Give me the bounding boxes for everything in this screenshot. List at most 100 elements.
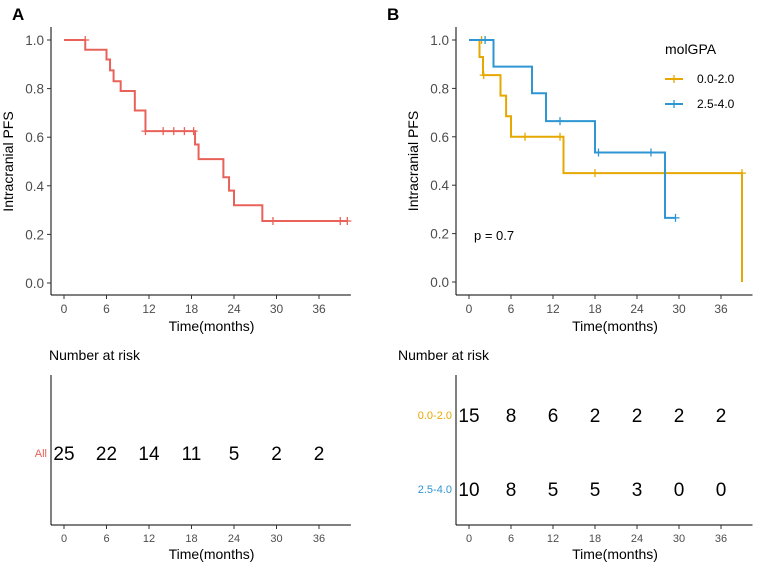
censor-mark	[159, 127, 168, 136]
risk-count: 2	[314, 444, 325, 465]
censor-mark	[481, 36, 490, 44]
x-axis-title: Time(months)	[169, 318, 255, 334]
risk-table-a: Number at risk 0 6 12 18 24 30 36 Time(months) Al…	[35, 347, 351, 562]
x-tick-label: 18	[185, 302, 199, 316]
risk-x-tick-label: 30	[673, 533, 685, 545]
risk-x-tick-label: 30	[270, 533, 282, 545]
censor-mark	[268, 217, 277, 226]
risk-row-label: 0.0-2.0	[418, 410, 452, 422]
x-tick-label: 0	[466, 302, 473, 316]
y-tick-label: 0.4	[430, 178, 449, 193]
survival-curve-2.5-4.0	[469, 39, 676, 219]
risk-count: 0	[716, 480, 727, 501]
risk-count: 0	[674, 480, 685, 501]
risk-count: 5	[548, 480, 559, 501]
risk-x-tick-label: 0	[61, 533, 67, 545]
legend-entry-label: 2.5-4.0	[697, 97, 735, 111]
y-tick-label: 0.6	[25, 130, 44, 145]
y-tick-label: 0.2	[25, 227, 44, 242]
x-tick-label: 24	[630, 302, 644, 316]
risk-x-tick-label: 24	[228, 533, 240, 545]
risk-count: 5	[590, 480, 601, 501]
risk-x-tick-label: 12	[143, 533, 155, 545]
risk-count: 14	[138, 444, 160, 465]
risk-count: 2	[716, 406, 727, 427]
risk-count: 2	[271, 444, 282, 465]
censor-mark	[556, 132, 564, 141]
censor-mark	[591, 169, 599, 178]
censor-mark	[336, 217, 345, 226]
y-tick-label: 0.6	[430, 130, 449, 145]
y-tick-label: 0.0	[430, 275, 449, 290]
x-tick-label: 12	[142, 302, 156, 316]
x-tick-label: 6	[508, 302, 515, 316]
risk-count: 8	[506, 480, 517, 501]
censor-mark	[189, 127, 198, 136]
y-axis-title: Intracranial PFS	[405, 111, 421, 211]
censor-mark	[343, 217, 352, 226]
risk-count: 15	[458, 406, 479, 427]
risk-x-tick-label: 0	[466, 533, 472, 545]
y-tick-label: 0.8	[430, 81, 449, 96]
x-tick-label: 12	[546, 302, 560, 316]
risk-count: 2	[590, 406, 601, 427]
censor-mark	[81, 36, 90, 44]
risk-x-tick-label: 36	[715, 533, 727, 545]
risk-x-tick-label: 18	[589, 533, 601, 545]
y-tick-label: 0.0	[25, 276, 44, 291]
panel-label-b: B	[387, 5, 399, 24]
risk-row-label: 2.5-4.0	[418, 484, 452, 496]
x-tick-label: 30	[672, 302, 686, 316]
risk-x-tick-label: 12	[547, 533, 559, 545]
y-tick-label: 1.0	[25, 33, 44, 48]
p-value-annotation: p = 0.7	[474, 228, 514, 243]
y-tick-label: 0.4	[25, 179, 44, 194]
y-tick-label: 1.0	[430, 33, 449, 48]
censor-mark	[556, 117, 564, 126]
risk-count: 5	[229, 444, 240, 465]
legend-title: molGPA	[665, 41, 717, 57]
survival-curve-0.0-2.0	[469, 39, 743, 282]
survival-curve-All	[64, 39, 348, 223]
x-tick-label: 18	[588, 302, 602, 316]
x-tick-label: 0	[61, 302, 68, 316]
y-tick-label: 0.2	[430, 227, 449, 242]
censor-mark	[479, 71, 488, 80]
censor-mark	[738, 169, 746, 178]
y-axis-title: Intracranial PFS	[0, 111, 16, 211]
risk-count: 8	[506, 406, 517, 427]
risk-x-tick-label: 6	[508, 533, 514, 545]
censor-mark	[671, 213, 680, 222]
x-tick-label: 30	[270, 302, 284, 316]
x-axis-title: Time(months)	[572, 318, 658, 334]
x-tick-label: 24	[227, 302, 241, 316]
x-tick-label: 36	[714, 302, 728, 316]
x-tick-label: 36	[312, 302, 326, 316]
panel-label-a: A	[12, 5, 24, 24]
risk-count: 10	[458, 480, 479, 501]
risk-count: 6	[548, 406, 559, 427]
km-panel-b: B 0.0 0.2 0.4 0.6 0.8 1.0 0 6 12 18 24 30 36 Time(mont…	[387, 5, 753, 334]
legend-entry-label: 0.0-2.0	[697, 72, 735, 86]
risk-count: 2	[632, 406, 643, 427]
risk-x-axis-title: Time(months)	[572, 546, 658, 562]
risk-count: 3	[632, 480, 643, 501]
censor-mark	[521, 132, 529, 141]
risk-x-tick-label: 36	[313, 533, 325, 545]
risk-x-tick-label: 6	[103, 533, 109, 545]
y-tick-label: 0.8	[25, 82, 44, 97]
risk-count: 11	[182, 444, 202, 465]
km-panel-a: A 0.0 0.2 0.4 0.6 0.8 1.0 0 6 12 18 24 30 36 Time(mont…	[0, 5, 352, 334]
risk-table-title: Number at risk	[49, 347, 141, 363]
risk-count: 2	[674, 406, 685, 427]
censor-mark	[169, 127, 178, 136]
risk-table-title: Number at risk	[398, 347, 490, 363]
risk-x-tick-label: 18	[185, 533, 197, 545]
censor-mark	[141, 127, 150, 136]
risk-count: 25	[53, 444, 74, 465]
risk-x-axis-title: Time(months)	[169, 546, 255, 562]
censor-mark	[594, 148, 603, 157]
censor-mark	[180, 127, 189, 136]
risk-row-label: All	[35, 448, 47, 460]
